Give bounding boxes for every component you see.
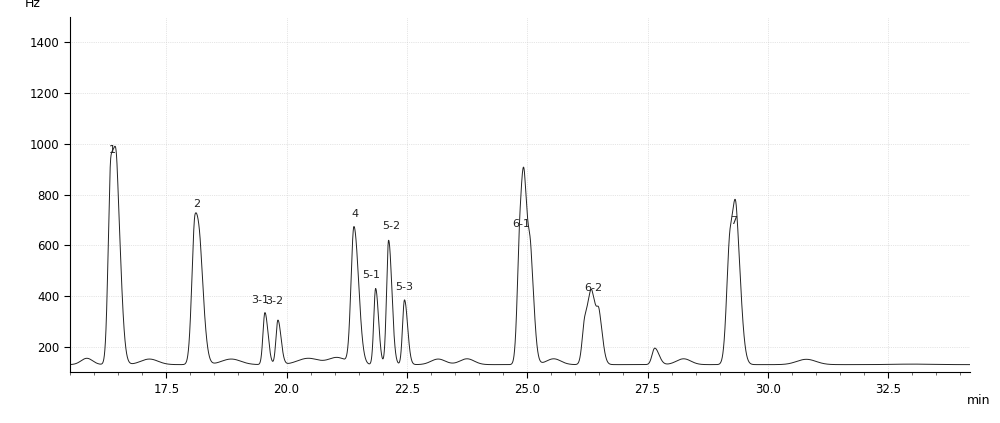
Y-axis label: Hz: Hz: [24, 0, 40, 10]
X-axis label: min: min: [967, 393, 991, 407]
Text: 5-1: 5-1: [362, 269, 380, 280]
Text: 4: 4: [352, 209, 359, 219]
Text: 3-1: 3-1: [251, 295, 269, 305]
Text: 6-2: 6-2: [585, 283, 603, 293]
Text: 3-2: 3-2: [265, 296, 283, 306]
Text: 2: 2: [193, 198, 200, 209]
Text: 1: 1: [109, 145, 116, 155]
Text: 7: 7: [730, 216, 737, 226]
Text: 5-3: 5-3: [395, 282, 413, 291]
Text: 6-1: 6-1: [512, 219, 530, 229]
Text: 5-2: 5-2: [382, 221, 401, 231]
